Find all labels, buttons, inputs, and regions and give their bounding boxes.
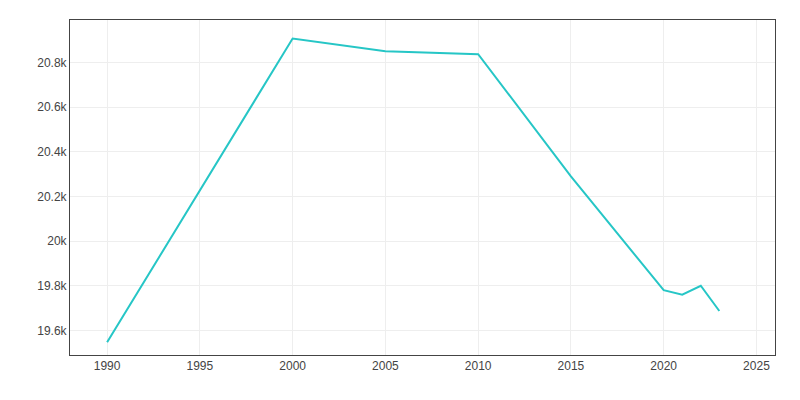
svg-text:19.8k: 19.8k [37,279,67,293]
svg-text:2015: 2015 [558,359,585,373]
svg-text:2010: 2010 [465,359,492,373]
svg-text:1995: 1995 [187,359,214,373]
svg-text:20k: 20k [47,234,67,248]
svg-text:20.4k: 20.4k [37,145,67,159]
svg-text:2025: 2025 [743,359,770,373]
svg-text:20.6k: 20.6k [37,100,67,114]
svg-text:2020: 2020 [650,359,677,373]
svg-text:20.8k: 20.8k [37,56,67,70]
svg-text:1990: 1990 [94,359,121,373]
svg-text:20.2k: 20.2k [37,190,67,204]
svg-text:2005: 2005 [372,359,399,373]
svg-text:19.6k: 19.6k [37,324,67,338]
svg-text:2000: 2000 [279,359,306,373]
